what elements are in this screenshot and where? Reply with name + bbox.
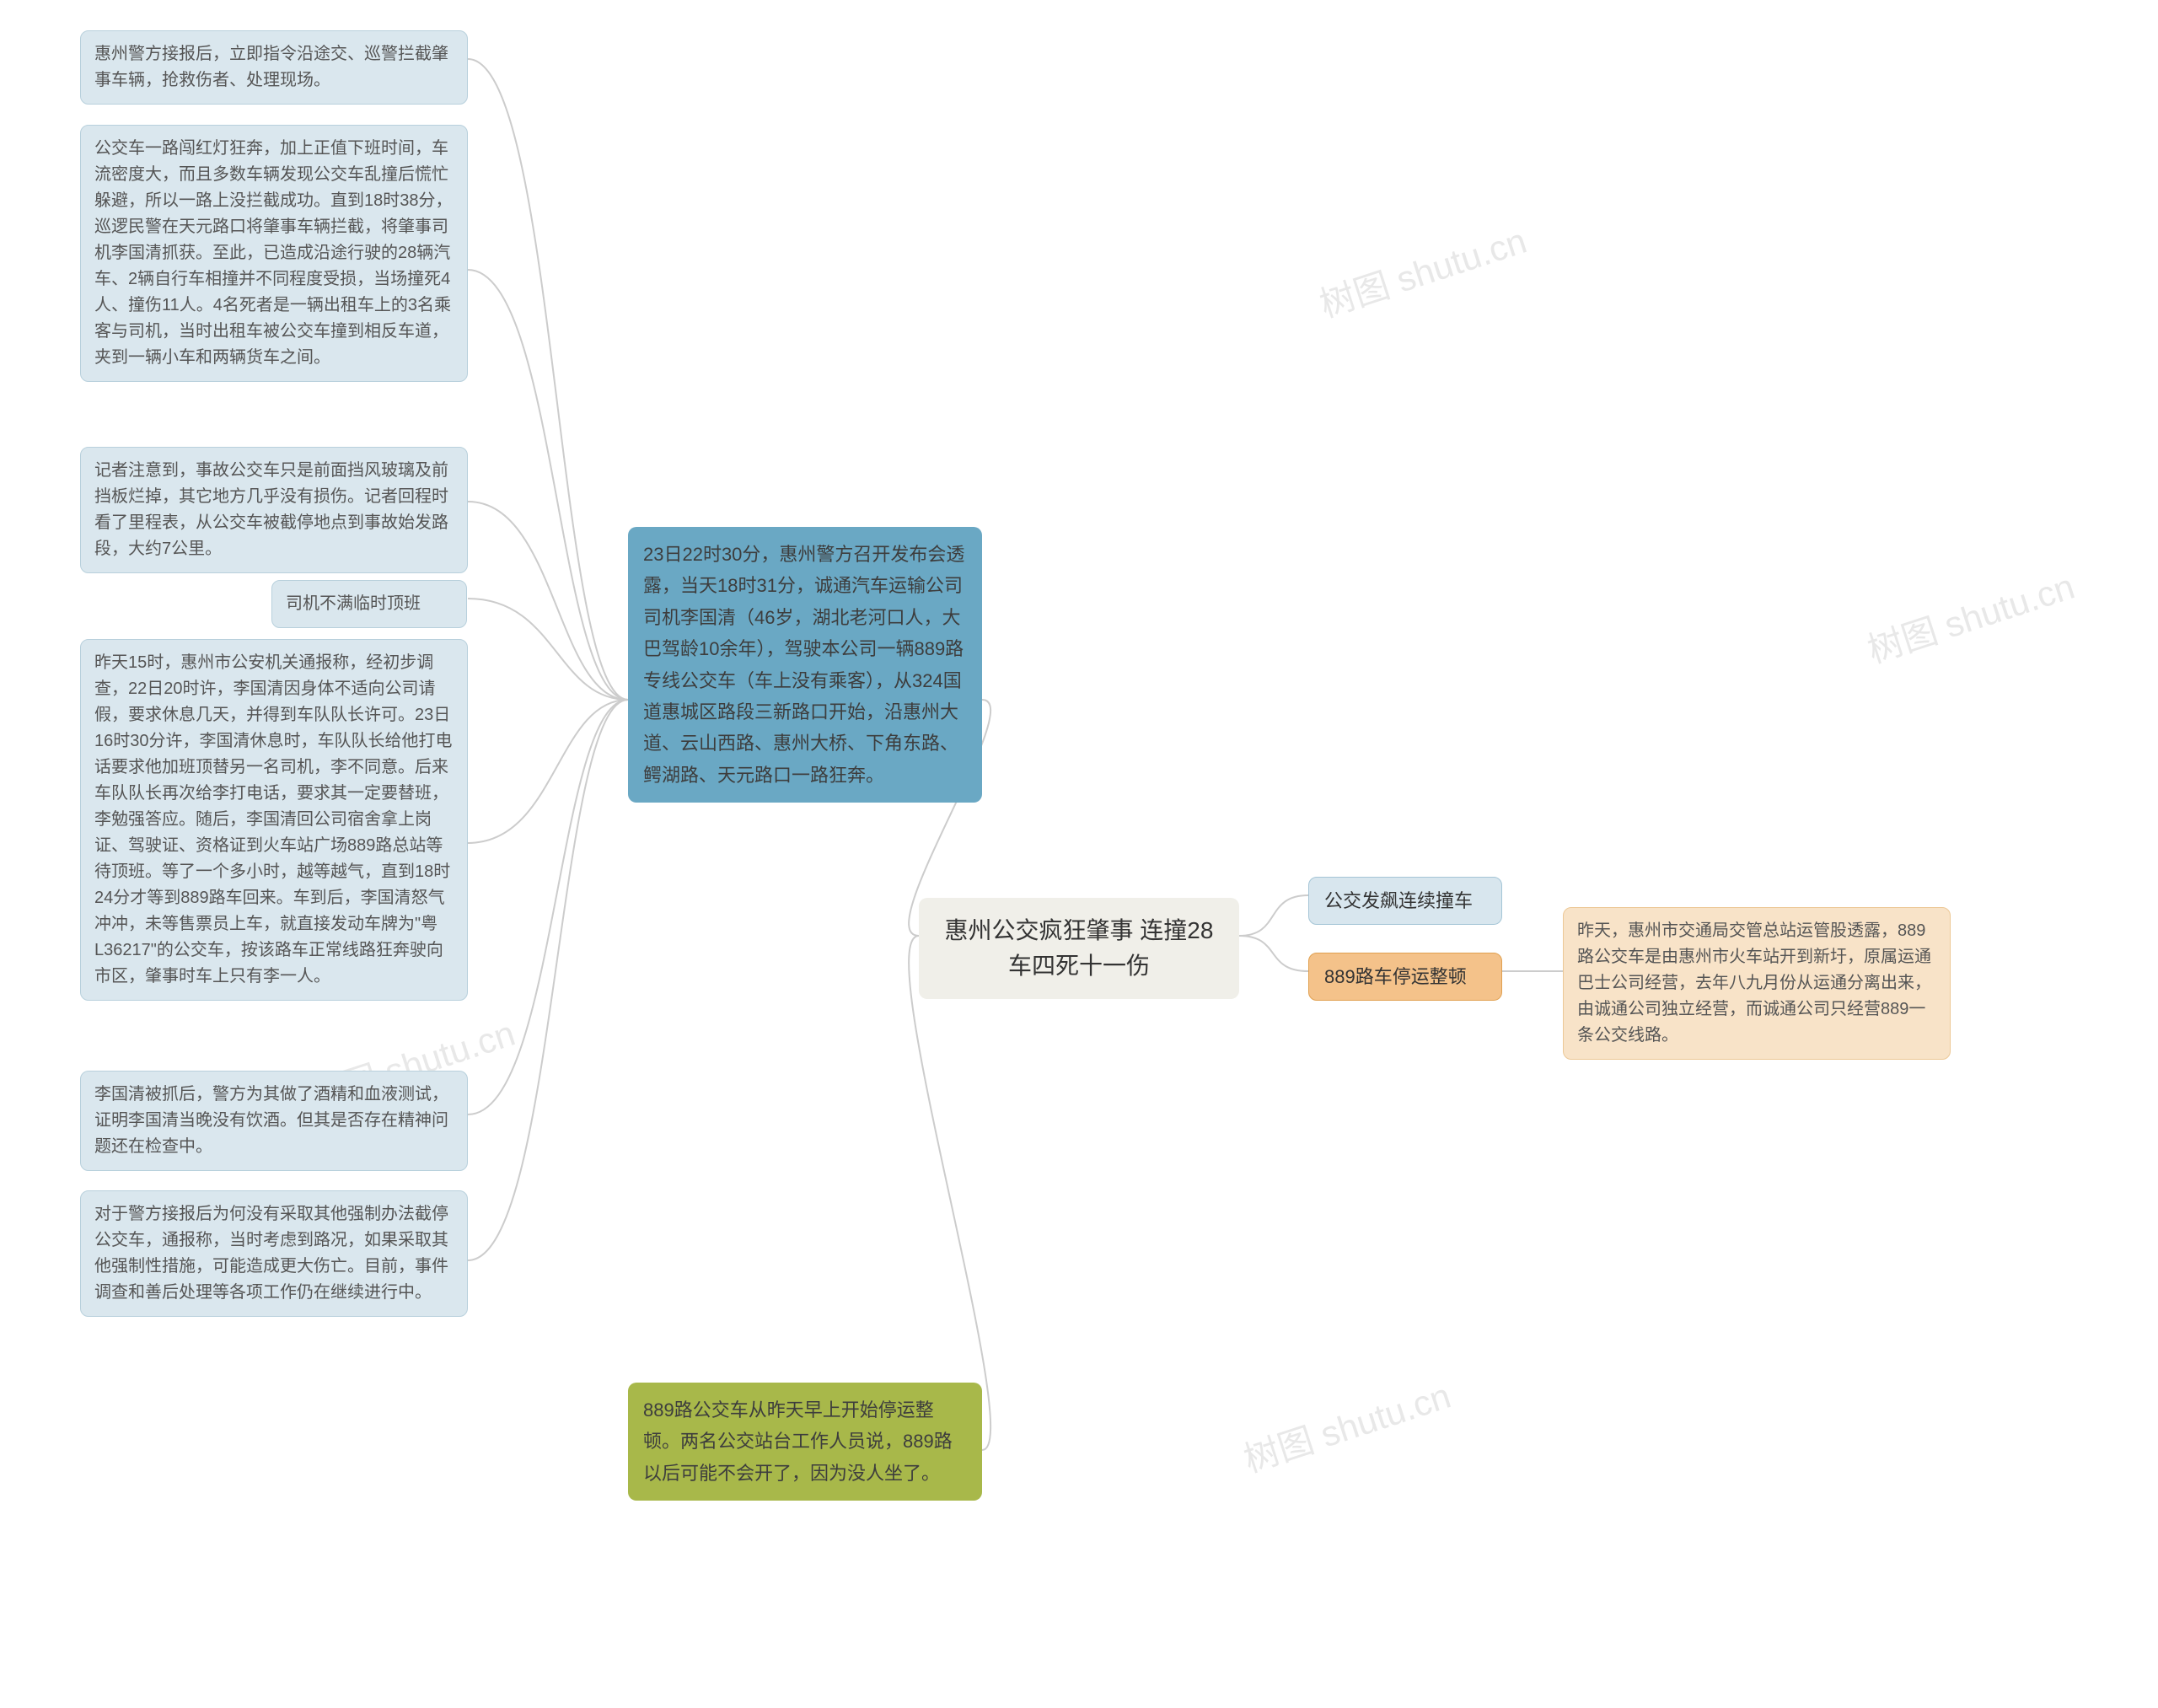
- watermark: 树图 shutu.cn: [1860, 558, 2080, 674]
- watermark: 树图 shutu.cn: [1237, 1367, 1457, 1483]
- left-leaf-reporter-note[interactable]: 记者注意到，事故公交车只是前面挡风玻璃及前挡板烂掉，其它地方几乎没有损伤。记者回…: [80, 447, 468, 573]
- left-leaf-investigation[interactable]: 昨天15时，惠州市公安机关通报称，经初步调查，22日20时许，李国清因身体不适向…: [80, 639, 468, 1001]
- mindmap-canvas: { "watermark_text": "树图 shutu.cn", "wate…: [0, 0, 2158, 1708]
- left-leaf-police-dispatch[interactable]: 惠州警方接报后，立即指令沿途交、巡警拦截肇事车辆，抢救伤者、处理现场。: [80, 30, 468, 105]
- right-branch-889-rectify[interactable]: 889路车停运整顿: [1308, 953, 1502, 1001]
- left-branch-889-suspension[interactable]: 889路公交车从昨天早上开始停运整顿。两名公交站台工作人员说，889路以后可能不…: [628, 1383, 982, 1501]
- left-leaf-chase-casualties[interactable]: 公交车一路闯红灯狂奔，加上正值下班时间，车流密度大，而且多数车辆发现公交车乱撞后…: [80, 125, 468, 382]
- watermark: 树图 shutu.cn: [1313, 212, 1533, 328]
- right-leaf-transport-bureau[interactable]: 昨天，惠州市交通局交管总站运管股透露，889路公交车是由惠州市火车站开到新圩，原…: [1563, 907, 1951, 1060]
- left-leaf-no-force-stop[interactable]: 对于警方接报后为何没有采取其他强制办法截停公交车，通报称，当时考虑到路况，如果采…: [80, 1190, 468, 1317]
- root-node[interactable]: 惠州公交疯狂肇事 连撞28车四死十一伤: [919, 898, 1239, 999]
- left-branch-event-summary[interactable]: 23日22时30分，惠州警方召开发布会透露，当天18时31分，诚通汽车运输公司司…: [628, 527, 982, 803]
- right-branch-bus-rampage[interactable]: 公交发飙连续撞车: [1308, 877, 1502, 925]
- left-leaf-driver-discontent[interactable]: 司机不满临时顶班: [271, 580, 467, 628]
- left-leaf-alcohol-test[interactable]: 李国清被抓后，警方为其做了酒精和血液测试，证明李国清当晚没有饮酒。但其是否存在精…: [80, 1071, 468, 1171]
